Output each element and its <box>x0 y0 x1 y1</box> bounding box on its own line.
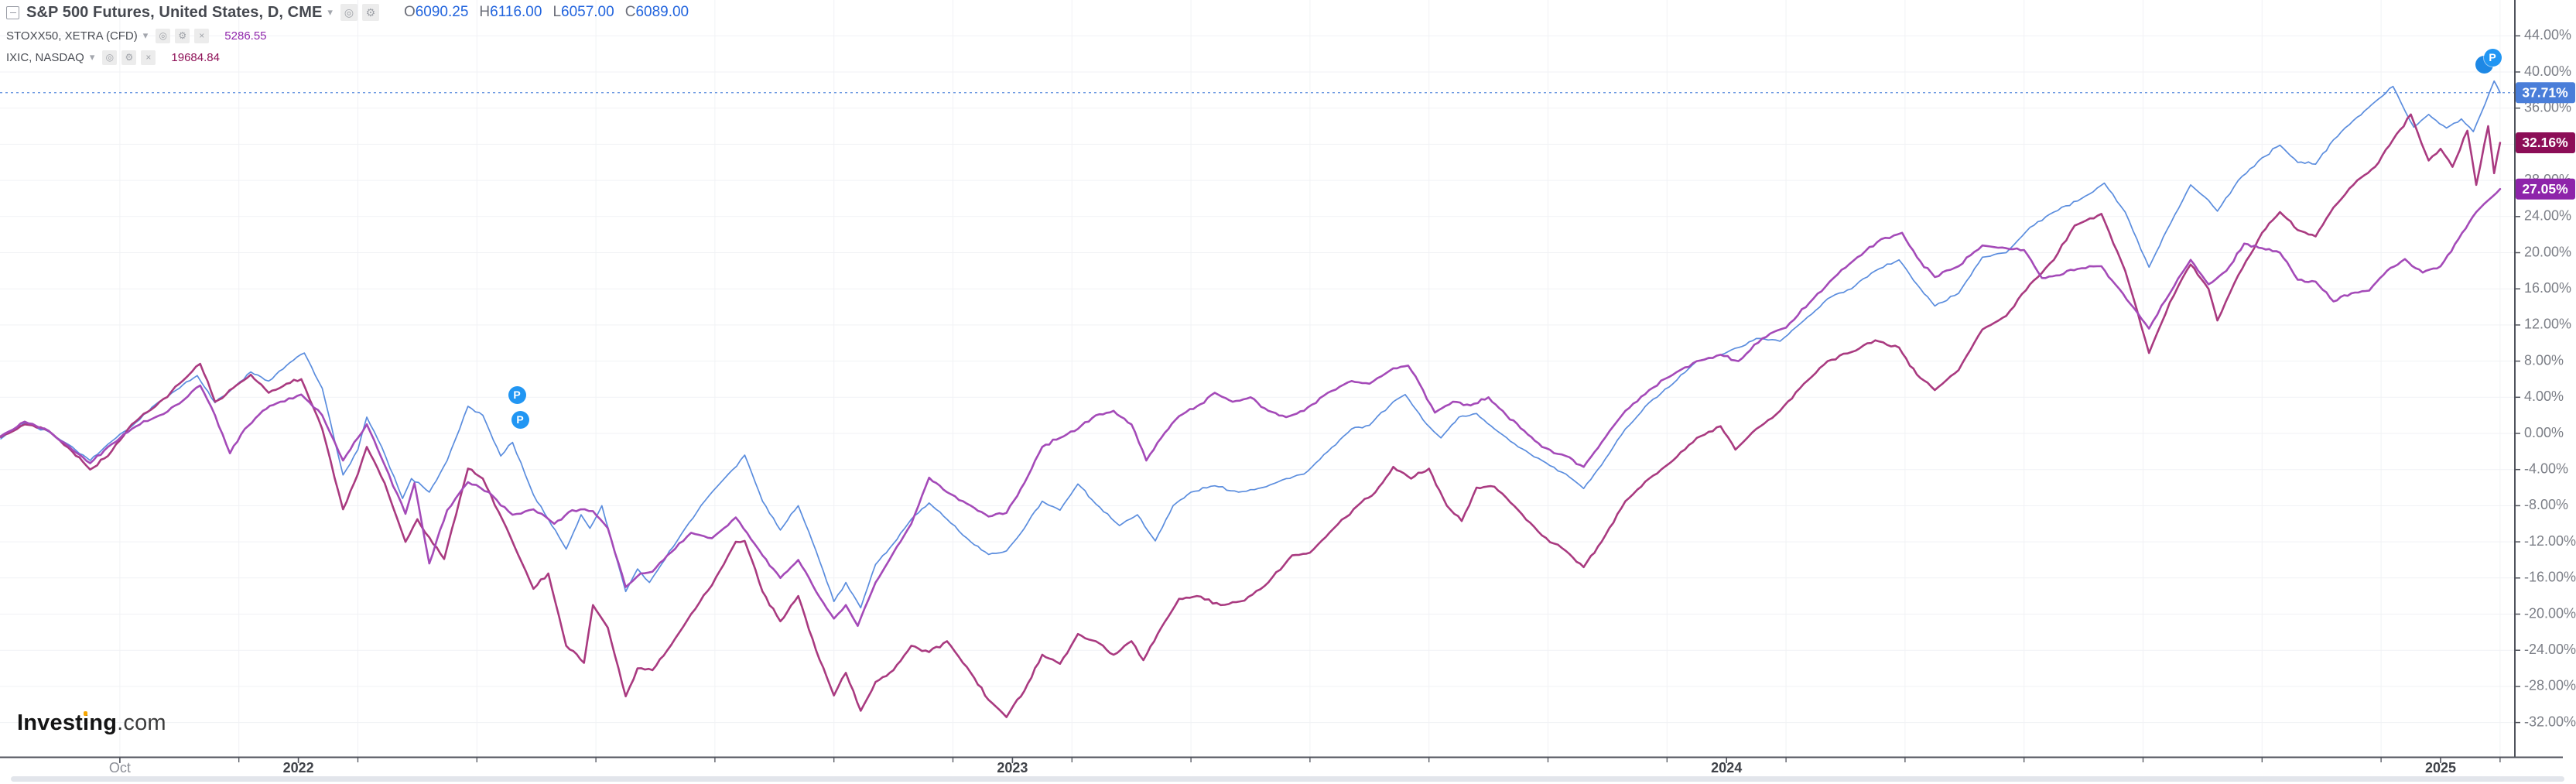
svg-text:-16.00%: -16.00% <box>2524 570 2576 585</box>
gear-icon: ⚙ <box>365 5 376 19</box>
low-label: L <box>552 4 562 20</box>
p-flag-marker[interactable]: P <box>511 410 529 429</box>
svg-text:40.00%: 40.00% <box>2524 63 2571 79</box>
svg-text:32.16%: 32.16% <box>2522 135 2568 150</box>
settings-button[interactable]: ⚙ <box>361 4 379 21</box>
horizontal-scrollbar[interactable] <box>11 776 2564 782</box>
time-scale[interactable] <box>0 758 2576 775</box>
svg-text:-20.00%: -20.00% <box>2524 605 2576 621</box>
close-icon: × <box>145 52 152 63</box>
svg-text:2025: 2025 <box>2425 760 2456 775</box>
close-label: C <box>624 4 636 20</box>
p-flag-marker[interactable]: P <box>508 385 526 404</box>
svg-text:2022: 2022 <box>283 760 314 775</box>
visibility-button[interactable]: ◎ <box>340 4 357 21</box>
svg-text:4.00%: 4.00% <box>2524 389 2564 404</box>
svg-text:20.00%: 20.00% <box>2524 244 2571 259</box>
low-value: 6057.00 <box>561 4 614 20</box>
investing-logo: Investing.com <box>17 710 166 735</box>
svg-text:8.00%: 8.00% <box>2524 352 2564 368</box>
close-value: 6089.00 <box>635 4 689 20</box>
svg-text:36.00%: 36.00% <box>2524 99 2571 115</box>
svg-text:2024: 2024 <box>1711 760 1742 775</box>
chevron-down-icon[interactable]: ▾ <box>142 29 149 41</box>
svg-text:-8.00%: -8.00% <box>2524 497 2568 512</box>
settings-button[interactable]: ⚙ <box>121 50 137 65</box>
compare-symbol-title[interactable]: IXIC, NASDAQ <box>6 50 84 64</box>
legend-row-ixic: IXIC, NASDAQ ▾ ◎ ⚙ × 19684.84 <box>6 46 700 68</box>
remove-button[interactable]: × <box>194 28 210 43</box>
svg-text:44.00%: 44.00% <box>2524 27 2571 43</box>
open-value: 6090.25 <box>415 4 469 20</box>
compare-last-value: 5286.55 <box>224 29 267 43</box>
legend-row-stoxx50: STOXX50, XETRA (CFD) ▾ ◎ ⚙ × 5286.55 <box>6 25 700 46</box>
visibility-button[interactable]: ◎ <box>102 50 118 65</box>
bullseye-icon: ◎ <box>159 30 168 41</box>
price-scale[interactable] <box>2514 0 2576 757</box>
ohlc-values: O6090.25 H6116.00 L6057.00 C6089.00 <box>404 4 700 21</box>
svg-text:Oct: Oct <box>109 760 131 775</box>
svg-text:27.05%: 27.05% <box>2522 181 2568 197</box>
chevron-down-icon[interactable]: ▾ <box>89 51 95 63</box>
open-label: O <box>403 4 416 20</box>
high-value: 6116.00 <box>490 4 542 20</box>
remove-button[interactable]: × <box>141 50 156 65</box>
p-flag-marker[interactable]: P <box>2483 48 2502 67</box>
svg-text:-28.00%: -28.00% <box>2524 678 2576 693</box>
collapse-icon[interactable] <box>6 5 19 19</box>
svg-text:2023: 2023 <box>997 760 1028 775</box>
svg-text:-12.00%: -12.00% <box>2524 533 2576 549</box>
gear-icon: ⚙ <box>125 52 134 63</box>
orange-dot-i: i <box>83 710 90 735</box>
svg-text:0.00%: 0.00% <box>2524 425 2564 440</box>
svg-text:12.00%: 12.00% <box>2524 317 2571 332</box>
legend: S&P 500 Futures, United States, D, CME ▾… <box>6 2 700 68</box>
bullseye-icon: ◎ <box>344 5 354 19</box>
compare-symbol-title[interactable]: STOXX50, XETRA (CFD) <box>6 29 138 43</box>
high-label: H <box>479 4 491 20</box>
svg-text:37.71%: 37.71% <box>2522 84 2568 100</box>
symbol-title[interactable]: S&P 500 Futures, United States, D, CME <box>26 3 323 21</box>
compare-last-value: 19684.84 <box>171 50 220 64</box>
legend-row-sp500: S&P 500 Futures, United States, D, CME ▾… <box>6 2 700 23</box>
svg-text:24.00%: 24.00% <box>2524 208 2571 224</box>
close-icon: × <box>199 30 205 41</box>
gear-icon: ⚙ <box>178 30 187 41</box>
svg-text:16.00%: 16.00% <box>2524 280 2571 296</box>
svg-text:-32.00%: -32.00% <box>2524 714 2576 729</box>
visibility-button[interactable]: ◎ <box>156 28 171 43</box>
settings-button[interactable]: ⚙ <box>175 28 190 43</box>
svg-text:-24.00%: -24.00% <box>2524 642 2576 657</box>
bullseye-icon: ◎ <box>105 52 115 63</box>
chevron-down-icon[interactable]: ▾ <box>327 6 333 18</box>
svg-text:-4.00%: -4.00% <box>2524 460 2568 476</box>
